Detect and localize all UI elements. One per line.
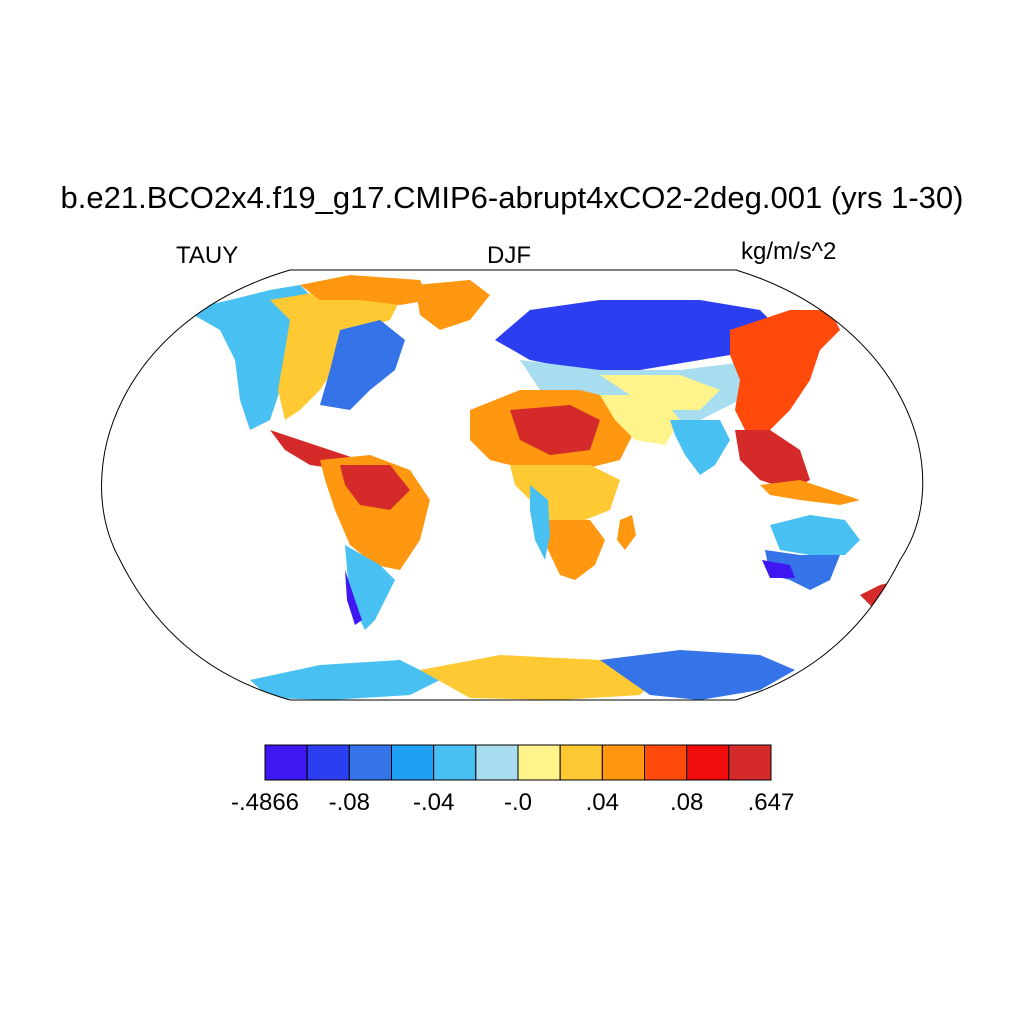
colorbar-swatch [433,744,477,781]
colorbar-swatch [348,744,393,781]
season-label: DJF [487,242,531,269]
colorbar-swatch [391,744,435,781]
region-antarctica-east [600,650,795,700]
region-australia-south [765,550,840,590]
colorbar-tick-label: .08 [669,789,704,816]
colorbar-tick-label: -.4866 [230,789,300,816]
region-central-africa [510,465,620,520]
colorbar-tick-label: -.0 [503,789,533,816]
colorbar-swatch [559,744,603,781]
plot-title: b.e21.BCO2x4.f19_g17.CMIP6-abrupt4xCO2-2… [60,180,964,215]
colorbar-tick-label: -.04 [412,789,455,816]
region-indonesia [760,480,860,505]
region-africa-west-coast [530,485,550,560]
region-north-america-east [320,320,405,410]
region-greenland [415,280,490,330]
region-madagascar [617,515,636,550]
variable-label: TAUY [176,242,239,269]
region-antarctica-west [250,660,440,700]
map-boundary [101,269,924,701]
region-india [670,420,730,475]
region-australia-southwest [762,560,795,578]
colorbar [264,744,772,781]
region-east-asia [730,310,840,440]
region-antarctica-center [420,655,660,700]
map-fill-layer [185,275,900,700]
region-sahara-core [510,405,600,455]
region-middle-east [600,395,680,445]
region-eurasia-north [495,300,780,370]
region-patagonia [345,570,362,625]
colorbar-swatch [264,744,308,781]
colorbar-swatch [728,744,772,781]
colorbar-swatch [306,744,350,781]
colorbar-swatch [686,744,730,781]
colorbar-tick-label: .04 [585,789,620,816]
region-amazon [340,465,410,510]
units-label: kg/m/s^2 [741,238,837,265]
region-australia-north [770,515,860,555]
colorbar-swatch [601,744,645,781]
region-north-america-west [185,285,315,430]
region-southern-africa [540,520,605,580]
region-canada-arctic [300,275,430,305]
colorbar-swatch [644,744,688,781]
colorbar-swatch [517,744,561,781]
colorbar-swatch [475,744,519,781]
colorbar-tick-label: -.08 [328,789,371,816]
colorbar-tick-label: .647 [747,789,795,816]
region-southeast-asia [735,430,810,490]
region-central-asia [600,375,720,410]
